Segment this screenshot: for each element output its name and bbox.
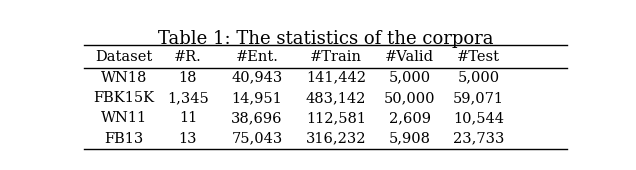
- Text: 112,581: 112,581: [306, 111, 366, 125]
- Text: 75,043: 75,043: [232, 132, 282, 146]
- Text: WN18: WN18: [100, 71, 147, 85]
- Text: #Ent.: #Ent.: [235, 50, 279, 64]
- Text: 10,544: 10,544: [453, 111, 504, 125]
- Text: 18: 18: [179, 71, 197, 85]
- Text: 11: 11: [179, 111, 197, 125]
- Text: 483,142: 483,142: [306, 91, 366, 105]
- Text: #Valid: #Valid: [385, 50, 434, 64]
- Text: WN11: WN11: [100, 111, 147, 125]
- Text: #Test: #Test: [457, 50, 501, 64]
- Text: 14,951: 14,951: [232, 91, 282, 105]
- Text: 40,943: 40,943: [232, 71, 282, 85]
- Text: 141,442: 141,442: [306, 71, 366, 85]
- Text: 59,071: 59,071: [453, 91, 504, 105]
- Text: 2,609: 2,609: [389, 111, 431, 125]
- Text: 1,345: 1,345: [167, 91, 209, 105]
- Text: 50,000: 50,000: [384, 91, 436, 105]
- Text: Dataset: Dataset: [95, 50, 153, 64]
- Text: 38,696: 38,696: [232, 111, 282, 125]
- Text: 316,232: 316,232: [305, 132, 366, 146]
- Text: #Train: #Train: [310, 50, 362, 64]
- Text: 5,908: 5,908: [389, 132, 431, 146]
- Text: FBK15K: FBK15K: [93, 91, 155, 105]
- Text: Table 1: The statistics of the corpora: Table 1: The statistics of the corpora: [158, 30, 494, 48]
- Text: 5,000: 5,000: [389, 71, 431, 85]
- Text: 23,733: 23,733: [453, 132, 504, 146]
- Text: 13: 13: [179, 132, 197, 146]
- Text: FB13: FB13: [104, 132, 144, 146]
- Text: 5,000: 5,000: [458, 71, 500, 85]
- Text: #R.: #R.: [174, 50, 202, 64]
